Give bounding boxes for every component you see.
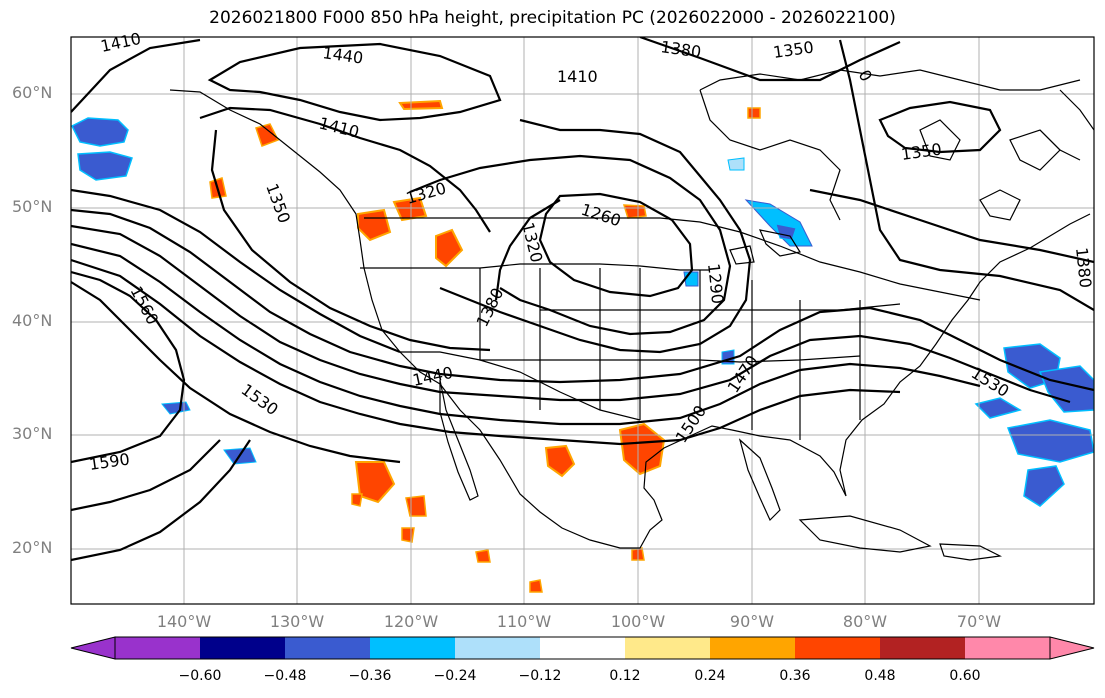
- colorbar-segment: [625, 637, 710, 659]
- colorbar-tick-label: −0.24: [433, 668, 477, 684]
- contour-label: 1380: [1072, 246, 1095, 288]
- contour-label: 1350: [900, 139, 943, 163]
- plot-area: [71, 37, 1094, 604]
- contour-label: 1410: [317, 113, 361, 141]
- lon-label: 120°W: [383, 612, 439, 631]
- contour-label: 1440: [321, 43, 364, 67]
- colorbar-extend-high: [1049, 636, 1095, 660]
- colorbar-tick-label: −0.48: [263, 668, 307, 684]
- height-contours: [71, 37, 1094, 562]
- colorbar-segment: [795, 637, 880, 659]
- contour-label: 1530: [238, 380, 282, 419]
- contour-label: 1530: [968, 363, 1013, 401]
- colorbar-segment: [115, 637, 200, 659]
- lat-label: 60°N: [12, 83, 53, 102]
- colorbar-segment: [370, 637, 455, 659]
- colorbar-extend-low: [70, 636, 116, 660]
- colorbar: [70, 636, 1095, 660]
- lon-label: 140°W: [156, 612, 212, 631]
- contour-label: 1380: [659, 37, 702, 61]
- contour-labels: 1410 1440 1380 1350 1410 1410 1350 1320 …: [88, 29, 1095, 474]
- lat-label: 30°N: [12, 424, 53, 443]
- contour-label: 1350: [262, 181, 294, 226]
- contour-label: 1260: [579, 200, 624, 231]
- colorbar-tick-label: 0.60: [949, 668, 981, 684]
- map-title: 2026021800 F000 850 hPa height, precipit…: [209, 8, 896, 28]
- colorbar-tick-label: −0.60: [178, 668, 222, 684]
- contour-label: 1380: [473, 285, 508, 330]
- colorbar-tick-label: −0.36: [348, 668, 392, 684]
- lat-label: 40°N: [12, 311, 53, 330]
- colorbar-segment: [285, 637, 370, 659]
- graticule: [71, 37, 1094, 604]
- contour-label: 1290: [704, 262, 727, 304]
- coastlines: [169, 69, 1094, 561]
- precip-shading: [71, 99, 1094, 593]
- lon-label: 110°W: [496, 612, 552, 631]
- colorbar-segment: [455, 637, 540, 659]
- colorbar-segment: [880, 637, 965, 659]
- contour-label: 1560: [126, 283, 162, 328]
- lon-label: 80°W: [842, 612, 888, 631]
- colorbar-tick-label: 0.12: [609, 668, 641, 684]
- contour-label: 1350: [772, 37, 815, 61]
- colorbar-segment: [965, 637, 1050, 659]
- contour-label: 1410: [557, 67, 598, 86]
- colorbar-segment: [540, 637, 625, 659]
- colorbar-tick-label: 0.36: [779, 668, 811, 684]
- contour-label: 1440: [411, 363, 455, 390]
- lon-label: 130°W: [269, 612, 325, 631]
- lat-label: 20°N: [12, 538, 53, 557]
- contour-label: 1590: [88, 449, 131, 473]
- colorbar-tick-label: 0.24: [694, 668, 726, 684]
- colorbar-tick-label: 0.48: [864, 668, 896, 684]
- lon-label: 70°W: [956, 612, 1002, 631]
- plot-frame: [70, 36, 1095, 605]
- colorbar-segment: [200, 637, 285, 659]
- colorbar-segment: [710, 637, 795, 659]
- lon-label: 100°W: [610, 612, 666, 631]
- colorbar-tick-label: −0.12: [518, 668, 562, 684]
- lat-label: 50°N: [12, 197, 53, 216]
- contour-label: 1410: [99, 29, 143, 56]
- lon-label: 90°W: [729, 612, 775, 631]
